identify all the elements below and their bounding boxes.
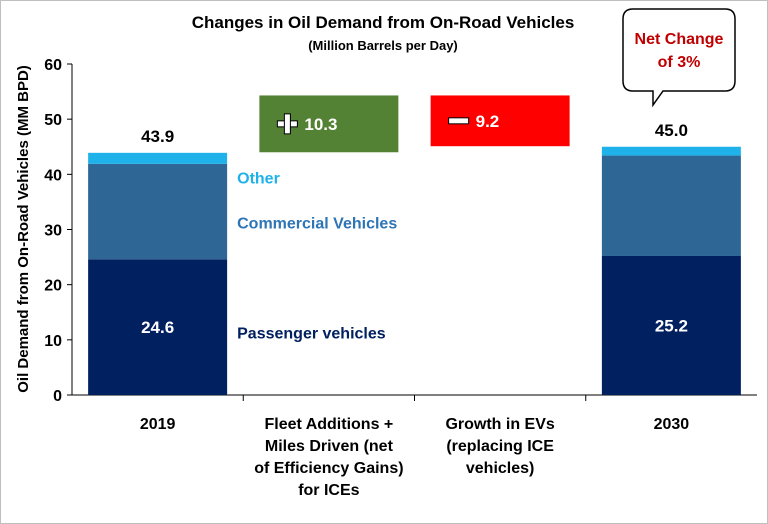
bar-total-label: 43.9 xyxy=(141,127,174,146)
x-category-label: vehicles) xyxy=(466,460,534,477)
y-tick-label: 10 xyxy=(44,333,62,350)
x-category-label: of Efficiency Gains) xyxy=(254,460,403,477)
x-category-label: Miles Driven (net xyxy=(265,438,394,455)
y-tick-label: 50 xyxy=(44,112,62,129)
bar-segment-other xyxy=(601,146,741,156)
bar-total-label: 45.0 xyxy=(655,121,688,140)
series-label-other: Other xyxy=(237,171,280,188)
y-tick-label: 40 xyxy=(44,167,62,184)
x-category-label: 2019 xyxy=(140,416,176,433)
callout-line-1: Net Change xyxy=(635,31,724,48)
x-category-label: for ICEs xyxy=(298,482,359,499)
bar-segment-commercial-vehicles xyxy=(88,163,228,260)
bar-segment-passenger-vehicles xyxy=(88,259,228,395)
plus-change-label: 10.3 xyxy=(304,115,337,134)
bar-segment-commercial-vehicles xyxy=(601,155,741,256)
y-tick-label: 0 xyxy=(53,388,62,405)
callout-line-2: of 3% xyxy=(658,54,701,71)
passenger-value-label: 25.2 xyxy=(655,316,688,335)
x-category-label: Growth in EVs xyxy=(445,416,554,433)
chart-title: Changes in Oil Demand from On-Road Vehic… xyxy=(192,13,575,32)
chart-subtitle: (Million Barrels per Day) xyxy=(308,38,458,53)
series-label-passenger-vehicles: Passenger vehicles xyxy=(237,326,386,343)
y-tick-label: 60 xyxy=(44,57,62,74)
y-tick-label: 30 xyxy=(44,223,62,240)
callout-bubble xyxy=(622,8,736,108)
minus-icon xyxy=(448,117,470,125)
minus-change-label: 9.2 xyxy=(476,112,500,131)
series-label-commercial-vehicles: Commercial Vehicles xyxy=(237,216,397,233)
y-axis-label: Oil Demand from On-Road Vehicles (MM BPD… xyxy=(15,65,32,393)
bar-segment-passenger-vehicles xyxy=(601,255,741,395)
x-category-label: 2030 xyxy=(654,416,690,433)
plus-icon-center xyxy=(285,121,290,126)
x-category-label: Fleet Additions + xyxy=(265,416,394,433)
passenger-value-label: 24.6 xyxy=(141,318,174,337)
y-tick-label: 20 xyxy=(44,278,62,295)
bar-segment-other xyxy=(88,152,228,164)
x-category-label: (replacing ICE xyxy=(446,438,554,455)
net-change-callout: Net Change of 3% xyxy=(622,8,736,108)
